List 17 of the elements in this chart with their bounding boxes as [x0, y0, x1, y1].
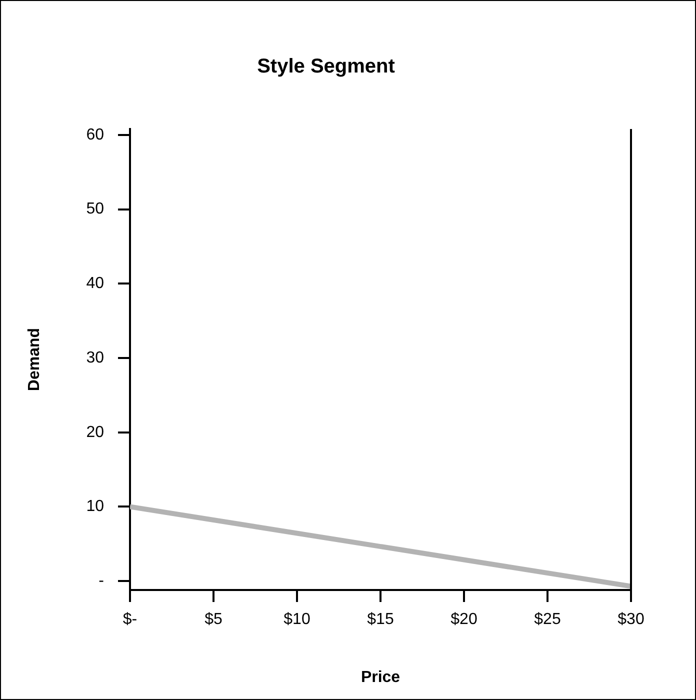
y-tick-label: - — [98, 572, 104, 590]
chart-title: Style Segment — [257, 56, 396, 78]
y-tick-label: 40 — [86, 275, 104, 292]
y-tick-label: 20 — [86, 424, 104, 441]
x-tick-label: $5 — [204, 611, 222, 628]
y-tick-label: 50 — [86, 200, 104, 218]
x-tick-label: $- — [122, 611, 138, 628]
y-tick-label: 30 — [86, 349, 104, 366]
x-tick-label: $15 — [367, 611, 394, 628]
x-axis-title: Price — [360, 668, 400, 686]
x-tick-label: $25 — [534, 611, 561, 628]
y-axis-title: Demand — [26, 328, 44, 392]
x-tick-label: $20 — [450, 611, 478, 628]
x-tick-label: $10 — [284, 611, 310, 628]
y-tick-label: 60 — [86, 126, 104, 144]
x-tick-label: $30 — [618, 611, 644, 628]
y-tick-label: 10 — [86, 498, 104, 516]
